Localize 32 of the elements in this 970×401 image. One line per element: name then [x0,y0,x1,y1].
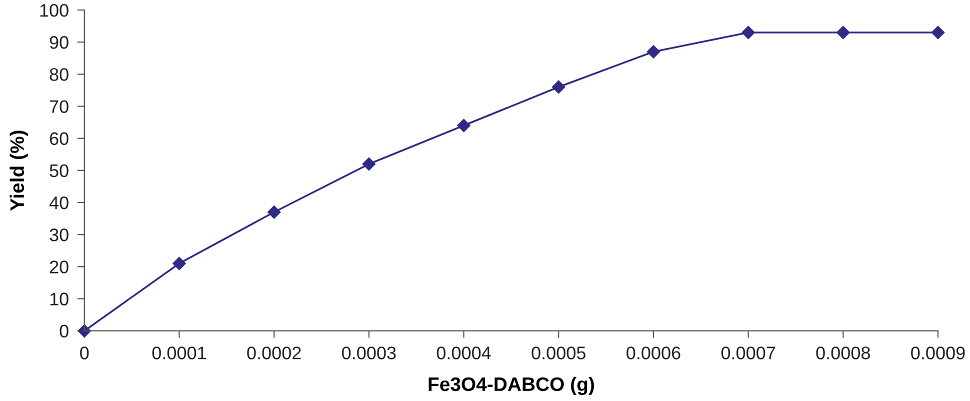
point [646,45,660,58]
point [931,26,945,40]
x-tick-label: 0.0009 [911,346,965,360]
x-tick-label: 0.0003 [342,346,396,360]
point [552,80,566,94]
x-tick-label: 0.0001 [152,346,206,360]
x-tick-label: 0.0002 [247,346,301,360]
point [172,256,186,270]
point [362,157,376,171]
y-tick-label: 50 [50,164,68,178]
y-tick-label: 0 [60,324,68,338]
y-tick-label: 80 [50,68,68,81]
point [267,206,281,219]
point [742,26,755,40]
y-tick-label: 100 [40,4,68,17]
x-axis-title: Fe3O4-DABCO (g) [428,376,594,396]
y-tick-label: 20 [50,260,68,274]
point [457,118,470,132]
x-tick-label: 0 [80,346,89,360]
y-tick-label: 40 [49,196,68,210]
x-tick-label: 0.0006 [626,346,680,360]
x-tick-label: 0.0008 [816,346,870,360]
y-tick-label: 90 [50,36,68,49]
x-tick-label: 0.0005 [532,346,586,360]
y-tick-label: 10 [50,292,68,306]
y-axis-title: Yield (%) [10,130,28,211]
y-tick-label: 30 [50,228,68,242]
y-tick-label: 70 [50,100,68,113]
x-tick-label: 0.0004 [436,346,491,360]
x-tick-label: 0.0007 [721,346,776,360]
point [836,26,850,40]
y-tick-label: 60 [50,132,68,146]
